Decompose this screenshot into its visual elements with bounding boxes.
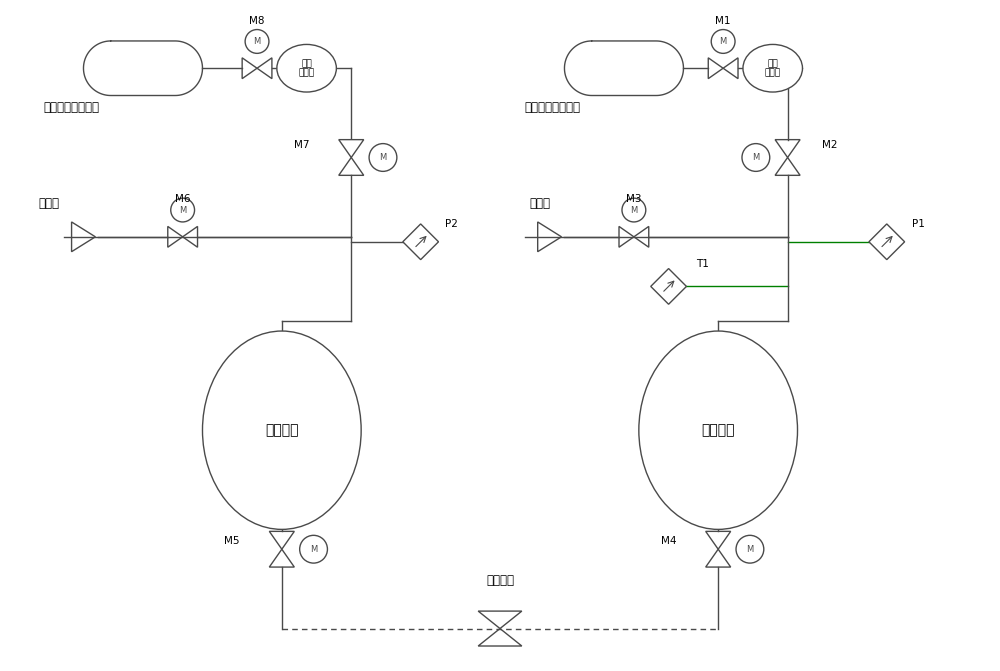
Polygon shape [869, 224, 905, 260]
Text: M: M [720, 37, 727, 46]
Circle shape [622, 198, 646, 222]
Text: M1: M1 [715, 15, 731, 25]
Text: M8: M8 [249, 15, 265, 25]
Text: 加注贮箱: 加注贮箱 [265, 423, 299, 437]
Text: T1: T1 [696, 258, 709, 268]
Polygon shape [651, 268, 686, 304]
Text: 加注贮箱气源系统: 加注贮箱气源系统 [44, 101, 100, 114]
Text: M: M [310, 545, 317, 554]
Ellipse shape [743, 44, 802, 92]
Circle shape [300, 535, 327, 563]
Text: P2: P2 [445, 219, 458, 229]
Text: 对接接口: 对接接口 [486, 574, 514, 587]
Text: M: M [379, 153, 387, 162]
Text: M6: M6 [175, 194, 190, 204]
Text: M5: M5 [224, 536, 240, 546]
Text: M: M [253, 37, 261, 46]
Polygon shape [403, 224, 439, 260]
Ellipse shape [277, 44, 336, 92]
Text: M: M [630, 205, 638, 215]
Circle shape [369, 144, 397, 171]
Text: 第一: 第一 [767, 60, 778, 68]
Text: 第二: 第二 [301, 60, 312, 68]
Text: 减压器: 减压器 [765, 68, 781, 78]
Ellipse shape [202, 331, 361, 529]
Text: M: M [752, 153, 759, 162]
Circle shape [245, 30, 269, 54]
Text: 安全阀: 安全阀 [39, 197, 60, 210]
Text: M: M [746, 545, 754, 554]
Text: M3: M3 [626, 194, 642, 204]
Text: 目标贮箱气源系统: 目标贮箱气源系统 [525, 101, 581, 114]
Text: 目标贮箱: 目标贮箱 [701, 423, 735, 437]
Circle shape [171, 198, 195, 222]
Text: 排气阀: 排气阀 [530, 197, 551, 210]
Text: 减压器: 减压器 [299, 68, 315, 78]
Circle shape [711, 30, 735, 54]
Text: M7: M7 [294, 140, 309, 150]
Text: P1: P1 [912, 219, 924, 229]
Circle shape [736, 535, 764, 563]
Ellipse shape [639, 331, 798, 529]
Text: M4: M4 [661, 536, 676, 546]
Text: M: M [179, 205, 186, 215]
Circle shape [742, 144, 770, 171]
Text: M2: M2 [822, 140, 838, 150]
